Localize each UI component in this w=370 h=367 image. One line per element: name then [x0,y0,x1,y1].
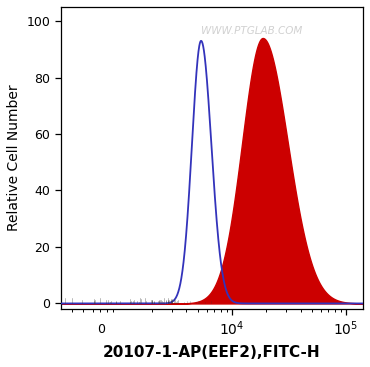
Y-axis label: Relative Cell Number: Relative Cell Number [7,85,21,231]
X-axis label: 20107-1-AP(EEF2),FITC-H: 20107-1-AP(EEF2),FITC-H [103,345,321,360]
Text: 0: 0 [97,323,105,336]
Text: WWW.PTGLAB.COM: WWW.PTGLAB.COM [201,26,302,36]
